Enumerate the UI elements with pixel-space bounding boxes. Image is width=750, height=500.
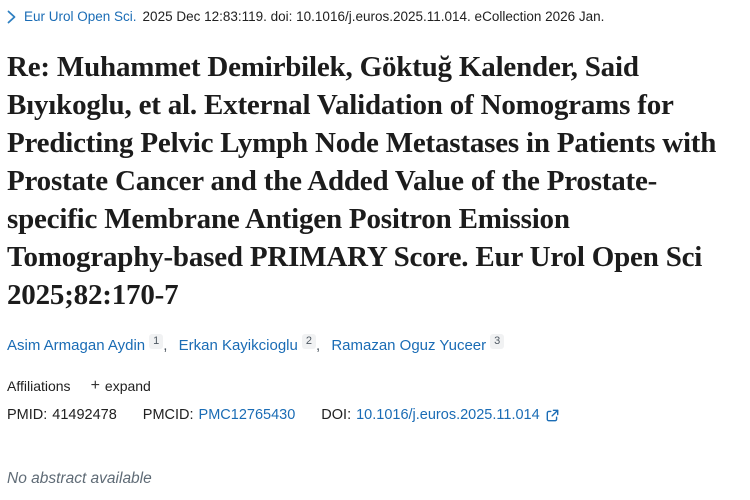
author-list: Asim Armagan Aydin 1, Erkan Kayikcioglu 2,… [7,334,740,356]
doi-group: DOI: 10.1016/j.euros.2025.11.014 [321,407,559,423]
identifiers-row: PMID: 41492478 PMCID: PMC12765430 DOI: 1… [7,407,740,423]
pmcid-link[interactable]: PMC12765430 [198,407,296,423]
doi-label: DOI: [321,407,352,423]
author-affiliation-number[interactable]: 3 [490,334,505,349]
chevron-right-icon [7,10,16,24]
doi-value: 10.1016/j.euros.2025.11.014 [356,407,540,423]
pmid-group: PMID: 41492478 [7,407,117,423]
pmcid-group: PMCID: PMC12765430 [143,407,296,423]
pmcid-label: PMCID: [142,407,194,423]
affiliations-expand-button[interactable]: + expand [90,377,151,395]
author-separator: , [163,337,168,354]
pmid-value: 41492478 [52,407,117,423]
author-separator: , [315,337,321,354]
author-affiliation-number[interactable]: 1 [149,334,164,349]
affiliations-row: Affiliations + expand [7,377,740,395]
plus-icon: + [90,377,100,394]
no-abstract-message: No abstract available [7,470,152,487]
author-link[interactable]: Asim Armagan Aydin [7,337,146,354]
affiliations-label: Affiliations [7,378,71,394]
author-affiliation-number[interactable]: 2 [301,334,316,349]
journal-link[interactable]: Eur Urol Open Sci. [24,9,137,24]
citation-text: 2025 Dec 12:83:119. doi: 10.1016/j.euros… [142,9,605,24]
author-link[interactable]: Ramazan Oguz Yuceer [331,337,487,354]
doi-link[interactable]: 10.1016/j.euros.2025.11.014 [356,407,559,423]
expand-label: expand [104,378,151,394]
external-link-icon[interactable] [546,409,559,422]
pmid-label: PMID: [7,407,48,423]
article-title: Re: Muhammet Demirbilek, Göktuğ Kalender… [7,51,717,311]
author-link[interactable]: Erkan Kayikcioglu [178,337,298,354]
citation-line: Eur Urol Open Sci. 2025 Dec 12:83:119. d… [7,8,740,25]
